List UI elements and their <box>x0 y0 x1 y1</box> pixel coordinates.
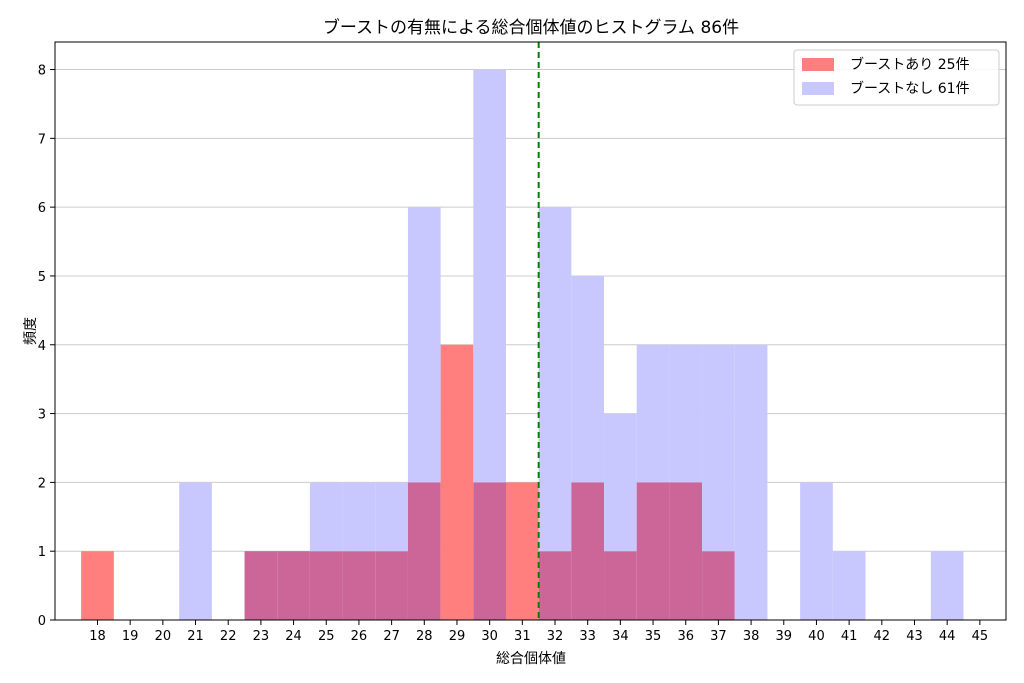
bars <box>81 69 964 620</box>
legend-swatch-no-boost <box>802 82 834 95</box>
bar-overlap <box>636 482 670 620</box>
bar-no-boost <box>407 207 441 483</box>
x-tick-label: 22 <box>220 629 237 644</box>
x-tick-label: 42 <box>874 629 891 644</box>
bar-no-boost <box>571 275 605 483</box>
y-tick-label: 8 <box>38 64 46 79</box>
x-tick-label: 29 <box>449 629 466 644</box>
x-tick-label: 24 <box>285 629 302 644</box>
bar-no-boost <box>538 207 572 552</box>
x-tick-label: 31 <box>514 629 531 644</box>
bar-overlap <box>407 482 441 620</box>
x-tick-label: 33 <box>579 629 596 644</box>
y-tick-label: 5 <box>38 270 46 285</box>
chart-title: ブーストの有無による総合個体値のヒストグラム 86件 <box>323 17 739 38</box>
x-tick-label: 41 <box>841 629 858 644</box>
grid-lines <box>55 69 1006 552</box>
x-axis-label: 総合個体値 <box>496 651 566 667</box>
y-tick-label: 6 <box>38 201 46 216</box>
bar-boost <box>440 344 474 620</box>
x-tick-label: 43 <box>906 629 923 644</box>
bar-boost <box>81 551 114 620</box>
x-tick-label: 28 <box>416 629 433 644</box>
x-tick-label: 45 <box>972 629 989 644</box>
bar-no-boost <box>375 482 408 552</box>
x-tick-label: 21 <box>187 629 204 644</box>
bar-overlap <box>702 551 735 620</box>
y-axis-ticks: 0 1 2 3 4 5 6 7 8 <box>38 64 55 629</box>
x-tick-label: 27 <box>383 629 400 644</box>
x-tick-label: 32 <box>547 629 564 644</box>
x-axis-ticks: 18 19 20 21 22 23 24 25 26 27 28 29 30 31 32 33 34 35 36 37… <box>89 620 988 644</box>
bar-no-boost <box>473 69 506 483</box>
x-tick-label: 26 <box>351 629 368 644</box>
x-tick-label: 18 <box>89 629 106 644</box>
bar-overlap <box>244 551 278 620</box>
legend-label-boost: ブーストあり 25件 <box>850 56 970 73</box>
bar-overlap <box>571 482 605 620</box>
x-tick-label: 30 <box>481 629 498 644</box>
bar-no-boost <box>179 482 212 620</box>
x-tick-label: 34 <box>612 629 629 644</box>
x-tick-label: 35 <box>645 629 662 644</box>
bar-no-boost <box>832 551 866 620</box>
x-tick-label: 38 <box>743 629 760 644</box>
bar-no-boost <box>702 344 735 552</box>
legend-swatch-boost <box>802 58 834 71</box>
y-tick-label: 3 <box>38 408 46 423</box>
x-tick-label: 40 <box>808 629 825 644</box>
bar-no-boost <box>930 551 964 620</box>
bar-overlap <box>277 551 310 620</box>
bar-no-boost <box>604 413 637 552</box>
bar-no-boost <box>669 344 703 483</box>
x-tick-label: 37 <box>710 629 727 644</box>
x-tick-label: 44 <box>939 629 956 644</box>
y-axis-label: 頻度 <box>23 317 39 345</box>
y-tick-label: 0 <box>38 614 46 629</box>
x-tick-label: 36 <box>677 629 694 644</box>
bar-overlap <box>473 482 506 620</box>
y-tick-label: 2 <box>38 476 46 491</box>
bar-boost <box>505 482 539 620</box>
bar-no-boost <box>800 482 833 620</box>
bar-no-boost <box>636 344 670 483</box>
legend: ブーストあり 25件 ブーストなし 61件 <box>793 49 1000 106</box>
x-tick-label: 19 <box>122 629 139 644</box>
bar-overlap <box>375 551 408 620</box>
bar-overlap <box>669 482 703 620</box>
legend-label-no-boost: ブーストなし 61件 <box>850 80 970 97</box>
x-tick-label: 39 <box>775 629 792 644</box>
bar-overlap <box>342 551 376 620</box>
bar-no-boost <box>342 482 376 552</box>
bar-overlap <box>604 551 637 620</box>
bar-no-boost <box>734 344 768 620</box>
y-tick-label: 4 <box>38 339 46 354</box>
x-tick-label: 23 <box>253 629 270 644</box>
x-tick-label: 25 <box>318 629 335 644</box>
plot-frame <box>54 41 1007 621</box>
bar-overlap <box>538 551 572 620</box>
y-tick-label: 1 <box>38 545 46 560</box>
legend-frame <box>793 49 1000 106</box>
y-tick-label: 7 <box>38 132 46 147</box>
bar-overlap <box>309 551 343 620</box>
x-tick-label: 20 <box>155 629 172 644</box>
bar-no-boost <box>309 482 343 552</box>
